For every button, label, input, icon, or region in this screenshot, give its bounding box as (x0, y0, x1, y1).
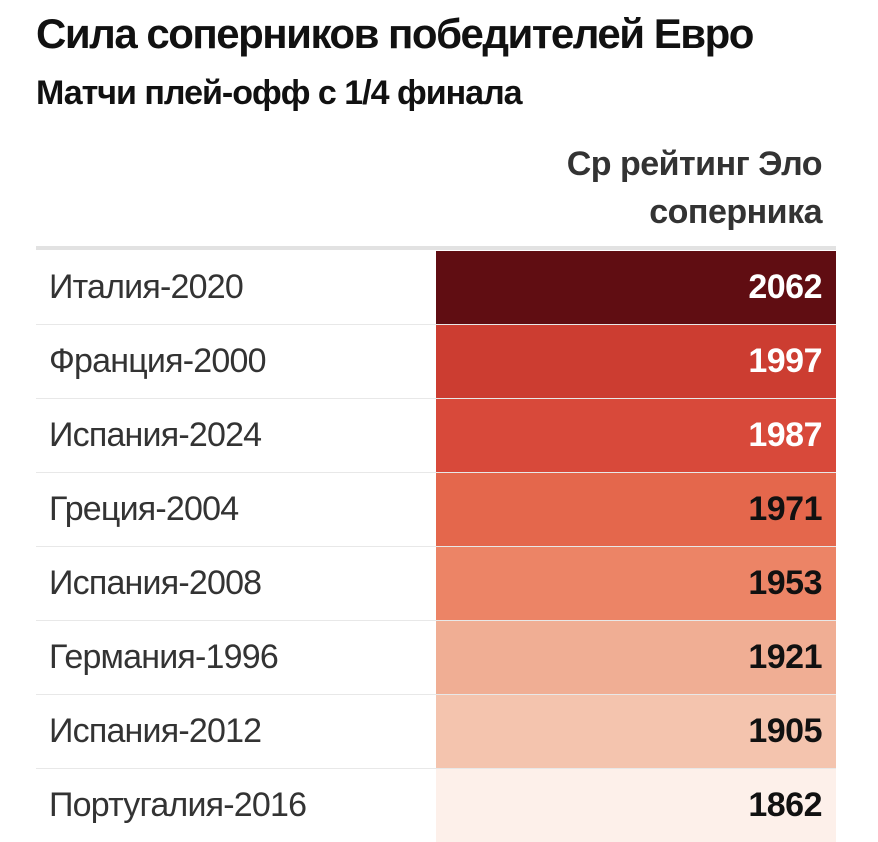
header-divider (36, 246, 836, 250)
column-header-line2: соперника (649, 193, 822, 231)
row-value-cell: 1971 (436, 473, 836, 546)
column-header-line1: Ср рейтинг Эло (566, 145, 823, 183)
row-label: Греция-2004 (49, 490, 239, 528)
row-label: Германия-1996 (49, 638, 279, 676)
table-row: Греция-2004 1971 (36, 473, 836, 547)
row-value-cell: 1921 (436, 621, 836, 694)
row-label: Италия-2020 (49, 268, 244, 306)
row-value-cell: 1862 (436, 769, 836, 842)
row-value-cell: 1953 (436, 547, 836, 620)
row-label: Испания-2024 (49, 416, 262, 454)
row-label: Испания-2008 (49, 564, 262, 602)
row-label: Франция-2000 (49, 342, 266, 380)
rating-table: Италия-2020 2062 Франция-2000 1997 Испания-2… (36, 251, 836, 842)
row-value-cell: 2062 (436, 251, 836, 324)
column-header: Ср рейтинг Эло соперника (422, 140, 823, 236)
row-value-cell: 1987 (436, 399, 836, 472)
row-label: Португалия-2016 (49, 786, 307, 824)
row-label: Испания-2012 (49, 712, 262, 750)
chart-title: Сила соперников победителей Евро (36, 10, 754, 57)
table-row: Франция-2000 1997 (36, 325, 836, 399)
row-value-cell: 1997 (436, 325, 836, 398)
table-row: Испания-2012 1905 (36, 695, 836, 769)
table-row: Испания-2008 1953 (36, 547, 836, 621)
chart-subtitle: Матчи плей-офф с 1/4 финала (36, 74, 523, 112)
table-row: Португалия-2016 1862 (36, 769, 836, 842)
table-row: Германия-1996 1921 (36, 621, 836, 695)
table-row: Италия-2020 2062 (36, 251, 836, 325)
table-row: Испания-2024 1987 (36, 399, 836, 473)
row-value-cell: 1905 (436, 695, 836, 768)
